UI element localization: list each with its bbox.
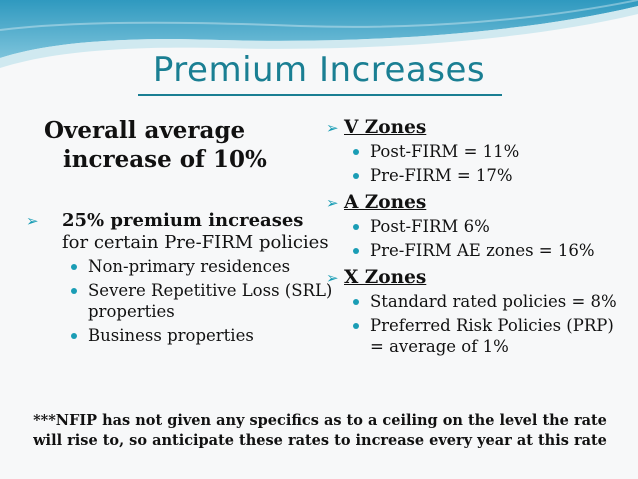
list-item: Post-FIRM 6% bbox=[326, 216, 626, 237]
right-column: ➢ V Zones Post-FIRM = 11% Pre-FIRM = 17% … bbox=[326, 117, 626, 360]
left-column: ➢ 25% premium increases for certain Pre-F… bbox=[26, 210, 334, 349]
list-item: Non-primary residences bbox=[44, 256, 334, 277]
dot-bullet-icon bbox=[353, 323, 359, 329]
zone-heading: ➢ V Zones bbox=[326, 117, 427, 138]
dot-bullet-icon bbox=[71, 264, 77, 270]
slide-title: Premium Increases bbox=[152, 50, 486, 90]
zone-x: ➢ X Zones Standard rated policies = 8% Pr… bbox=[326, 267, 626, 357]
dot-bullet-icon bbox=[353, 173, 359, 179]
title-underline bbox=[138, 94, 502, 96]
list-item: Standard rated policies = 8% bbox=[326, 291, 626, 312]
list-item: Pre-FIRM = 17% bbox=[326, 165, 626, 186]
headline-line-1: Overall average bbox=[44, 117, 246, 144]
list-item: Severe Repetitive Loss (SRL) properties bbox=[44, 280, 334, 322]
zone-v: ➢ V Zones Post-FIRM = 11% Pre-FIRM = 17% bbox=[326, 117, 626, 186]
arrow-bullet-icon: ➢ bbox=[326, 119, 339, 137]
footer-note: ***NFIP has not given any specifics as t… bbox=[33, 412, 607, 449]
dot-bullet-icon bbox=[353, 224, 359, 230]
headline-line-2: increase of 10% bbox=[63, 146, 267, 173]
list-item: Pre-FIRM AE zones = 16% bbox=[326, 240, 626, 261]
premium-increase-point: ➢ 25% premium increases bbox=[26, 210, 334, 232]
premium-increase-bold: 25% premium increases bbox=[62, 210, 304, 231]
dot-bullet-icon bbox=[71, 288, 77, 294]
premium-increase-detail: for certain Pre-FIRM policies bbox=[62, 232, 329, 253]
headline: Overall average increase of 10% bbox=[44, 116, 304, 174]
zone-heading: ➢ X Zones bbox=[326, 267, 427, 288]
dot-bullet-icon bbox=[353, 248, 359, 254]
list-item: Preferred Risk Policies (PRP) = average … bbox=[326, 315, 626, 357]
arrow-bullet-icon: ➢ bbox=[26, 212, 39, 230]
dot-bullet-icon bbox=[353, 149, 359, 155]
zone-heading: ➢ A Zones bbox=[326, 192, 427, 213]
dot-bullet-icon bbox=[71, 333, 77, 339]
header-wave-decoration bbox=[0, 0, 638, 68]
left-sub-list: Non-primary residences Severe Repetitive… bbox=[44, 256, 334, 346]
list-item: Post-FIRM = 11% bbox=[326, 141, 626, 162]
list-item: Business properties bbox=[44, 325, 334, 346]
dot-bullet-icon bbox=[353, 299, 359, 305]
arrow-bullet-icon: ➢ bbox=[326, 194, 339, 212]
zone-a: ➢ A Zones Post-FIRM 6% Pre-FIRM AE zones … bbox=[326, 192, 626, 261]
arrow-bullet-icon: ➢ bbox=[326, 269, 339, 287]
